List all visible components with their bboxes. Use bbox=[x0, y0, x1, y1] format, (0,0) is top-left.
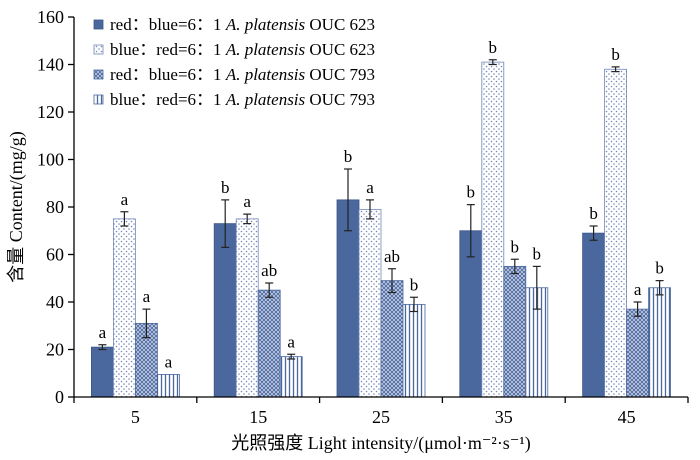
bar bbox=[402, 303, 426, 398]
bar bbox=[481, 61, 505, 398]
bar bbox=[582, 232, 605, 398]
bar bbox=[156, 374, 180, 398]
bar bbox=[279, 356, 303, 398]
y-tick-label: 20 bbox=[46, 340, 64, 360]
legend-swatch bbox=[93, 69, 104, 80]
y-tick-label: 160 bbox=[37, 7, 64, 27]
significance-label: a bbox=[121, 190, 129, 209]
bar bbox=[235, 218, 259, 398]
x-tick-label: 5 bbox=[131, 407, 140, 427]
y-tick-label: 140 bbox=[37, 55, 64, 75]
legend-label: blue：red=6：1 A. platensis OUC 623 bbox=[110, 40, 375, 59]
significance-label: ab bbox=[261, 261, 277, 280]
significance-label: b bbox=[410, 275, 419, 294]
axes: 0 20 40 60 80 100 120 140 160 5 15 25 35 45 bbox=[37, 7, 689, 427]
legend-swatch bbox=[93, 44, 104, 55]
x-tick-label: 45 bbox=[618, 407, 636, 427]
legend-label: blue：red=6：1 A. platensis OUC 793 bbox=[110, 90, 375, 109]
legend-swatch bbox=[93, 94, 104, 105]
bar bbox=[604, 68, 627, 398]
significance-label: b bbox=[533, 244, 542, 263]
bar bbox=[213, 223, 237, 398]
significance-label: b bbox=[344, 147, 353, 166]
bar bbox=[113, 218, 136, 398]
significance-label: ab bbox=[384, 247, 400, 266]
y-tick-label: 60 bbox=[46, 245, 64, 265]
bar bbox=[358, 208, 382, 398]
significance-label: b bbox=[221, 178, 230, 197]
significance-label: b bbox=[489, 38, 498, 57]
x-tick-label: 35 bbox=[495, 407, 513, 427]
significance-label: b bbox=[589, 204, 598, 223]
y-tick-label: 120 bbox=[37, 102, 64, 122]
x-tick-label: 15 bbox=[249, 407, 267, 427]
significance-label: a bbox=[634, 280, 642, 299]
significance-label: b bbox=[611, 45, 620, 64]
y-axis-title: 含量 Content/(mg/g) bbox=[6, 131, 27, 283]
significance-label: b bbox=[467, 183, 476, 202]
bar bbox=[257, 289, 281, 398]
y-tick-label: 80 bbox=[46, 197, 64, 217]
significance-label: a bbox=[243, 192, 251, 211]
legend-label: red：blue=6：1 A. platensis OUC 623 bbox=[110, 15, 375, 34]
legend-label: red：blue=6：1 A. platensis OUC 793 bbox=[110, 65, 375, 84]
significance-label: a bbox=[99, 323, 107, 342]
y-tick-label: 100 bbox=[37, 150, 64, 170]
legend: red：blue=6：1 A. platensis OUC 623 blue：re… bbox=[93, 15, 375, 109]
bar bbox=[380, 280, 404, 398]
bar bbox=[503, 265, 527, 398]
bar bbox=[648, 287, 671, 398]
significance-label: a bbox=[366, 178, 374, 197]
significance-label: a bbox=[287, 332, 295, 351]
x-tick-label: 25 bbox=[372, 407, 390, 427]
significance-label: a bbox=[165, 352, 173, 371]
significance-label: b bbox=[511, 237, 520, 256]
significance-label: a bbox=[143, 287, 151, 306]
bar bbox=[91, 346, 114, 398]
legend-swatch bbox=[93, 19, 104, 30]
y-tick-label: 0 bbox=[55, 387, 64, 407]
bar bbox=[626, 308, 649, 398]
significance-label: b bbox=[655, 259, 664, 278]
x-axis-title: 光照强度 Light intensity/(μmol·m⁻²·s⁻¹) bbox=[231, 433, 530, 454]
y-tick-label: 40 bbox=[46, 292, 64, 312]
